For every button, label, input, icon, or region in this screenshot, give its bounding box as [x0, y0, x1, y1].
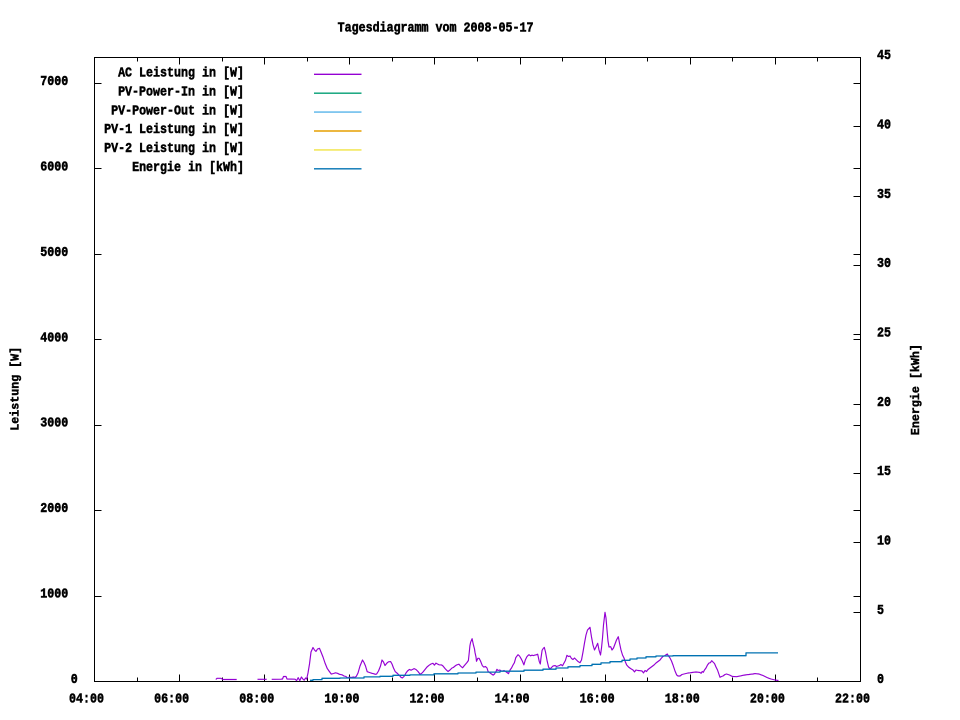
svg-text:PV-2 Leistung in [W]: PV-2 Leistung in [W]	[104, 140, 244, 156]
svg-text:Energie in [kWh]: Energie in [kWh]	[132, 159, 244, 175]
svg-text:16:00: 16:00	[580, 691, 615, 707]
svg-text:06:00: 06:00	[154, 691, 189, 707]
svg-text:40: 40	[877, 117, 891, 133]
svg-text:Energie [kWh]: Energie [kWh]	[909, 344, 923, 435]
svg-text:Tagesdiagramm vom 2008-05-17: Tagesdiagramm vom 2008-05-17	[338, 20, 534, 36]
svg-text:4000: 4000	[40, 329, 68, 345]
svg-text:PV-Power-In in [W]: PV-Power-In in [W]	[118, 84, 244, 100]
svg-text:14:00: 14:00	[495, 691, 530, 707]
svg-text:22:00: 22:00	[835, 691, 870, 707]
svg-text:30: 30	[877, 255, 891, 271]
svg-text:20:00: 20:00	[750, 691, 785, 707]
svg-text:AC Leistung in [W]: AC Leistung in [W]	[118, 65, 244, 81]
svg-text:5000: 5000	[40, 244, 68, 260]
svg-text:PV-Power-Out in [W]: PV-Power-Out in [W]	[111, 102, 244, 118]
svg-text:25: 25	[877, 325, 891, 341]
svg-text:2000: 2000	[40, 500, 68, 516]
svg-text:10:00: 10:00	[324, 691, 359, 707]
svg-text:Leistung [W]: Leistung [W]	[8, 347, 22, 431]
svg-text:5: 5	[877, 602, 884, 618]
svg-text:0: 0	[877, 671, 884, 687]
svg-text:20: 20	[877, 394, 891, 410]
svg-text:3000: 3000	[40, 415, 68, 431]
svg-text:1000: 1000	[40, 586, 68, 602]
svg-text:45: 45	[877, 47, 891, 63]
svg-text:04:00: 04:00	[69, 691, 104, 707]
svg-text:12:00: 12:00	[409, 691, 444, 707]
svg-text:0: 0	[71, 671, 78, 687]
svg-text:6000: 6000	[40, 158, 68, 174]
svg-text:PV-1 Leistung in [W]: PV-1 Leistung in [W]	[104, 121, 244, 137]
svg-text:08:00: 08:00	[239, 691, 274, 707]
svg-text:7000: 7000	[40, 73, 68, 89]
svg-text:10: 10	[877, 533, 891, 549]
svg-text:35: 35	[877, 186, 891, 202]
svg-text:15: 15	[877, 463, 891, 479]
svg-text:18:00: 18:00	[665, 691, 700, 707]
